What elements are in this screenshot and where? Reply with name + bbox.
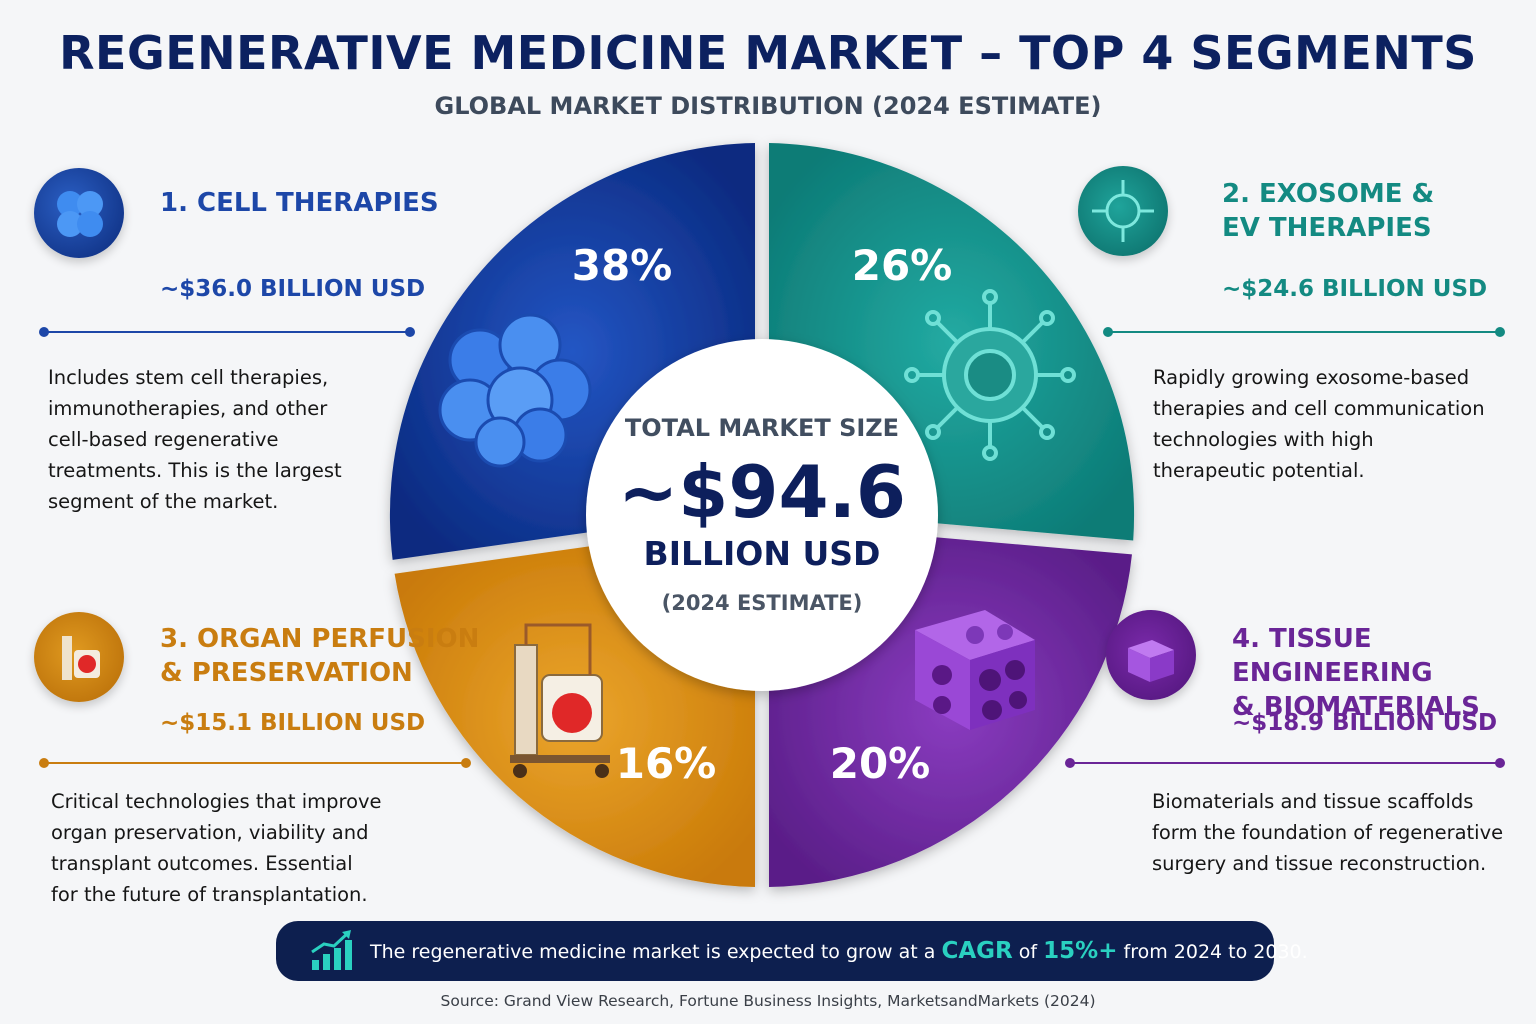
cagr-banner: The regenerative medicine market is expe… (276, 921, 1308, 981)
growth-chart-icon (311, 930, 352, 970)
exosome-icon (1078, 166, 1168, 256)
perfusion-device-illustration (510, 623, 610, 778)
segment-organ-name: 3. ORGAN PERFUSION & PRESERVATION (160, 624, 480, 688)
total-market-value: ~$94.6 (617, 450, 907, 534)
segment-organ-description: Critical technologies that improve organ … (51, 790, 382, 906)
cagr-text: The regenerative medicine market is expe… (370, 938, 1308, 964)
segment-tissue-value: ~$18.9 BILLION USD (1232, 710, 1498, 736)
cagr-word: CAGR (941, 938, 1013, 964)
slice-percent-label-4: 16% (616, 739, 717, 788)
source-citation: Source: Grand View Research, Fortune Bus… (440, 992, 1096, 1010)
donut-center-disc (586, 339, 938, 691)
segment-organ-value: ~$15.1 BILLION USD (160, 710, 426, 736)
segment-tissue-divider (1065, 758, 1505, 768)
segment-exosome-description: Rapidly growing exosome-based therapies a… (1153, 366, 1485, 482)
segment-exosome-divider (1103, 327, 1505, 337)
total-market-note: (2024 ESTIMATE) (661, 591, 863, 615)
slice-percent-label-1: 38% (572, 241, 673, 290)
cagr-value: 15%+ (1043, 938, 1118, 964)
slice-percent-label-3: 20% (830, 739, 931, 788)
cell-cluster-illustration (438, 313, 592, 468)
total-market-unit: BILLION USD (643, 534, 881, 573)
segment-cell-divider (39, 327, 415, 337)
scaffold-illustration (915, 610, 1035, 730)
segment-exosome-name: 2. EXOSOME & EV THERAPIES (1222, 179, 1435, 243)
segment-tissue-name: 4. TISSUE ENGINEERING & BIOMATERIALS (1232, 624, 1480, 722)
slice-percent-label-2: 26% (852, 241, 953, 290)
segment-cell-value: ~$36.0 BILLION USD (160, 276, 426, 302)
segment-cell-description: Includes stem cell therapies, immunothera… (48, 366, 342, 513)
donut-slice-2 (769, 143, 1135, 541)
center-summary: TOTAL MARKET SIZE ~$94.6 BILLION USD (20… (592, 414, 932, 615)
segment-exosome-value: ~$24.6 BILLION USD (1222, 276, 1488, 302)
exosome-illustration (904, 289, 1076, 461)
page-subtitle: GLOBAL MARKET DISTRIBUTION (2024 ESTIMAT… (434, 92, 1102, 120)
segment-organ-divider (39, 758, 471, 768)
total-market-label: TOTAL MARKET SIZE (624, 414, 900, 442)
scaffold-icon (1106, 610, 1196, 700)
page-title: REGENERATIVE MEDICINE MARKET – TOP 4 SEG… (59, 26, 1477, 80)
cell-cluster-icon (34, 168, 124, 258)
segment-tissue-description: Biomaterials and tissue scaffolds form th… (1152, 790, 1504, 875)
segment-cell-name: 1. CELL THERAPIES (160, 188, 439, 218)
perfusion-device-icon (34, 612, 124, 702)
